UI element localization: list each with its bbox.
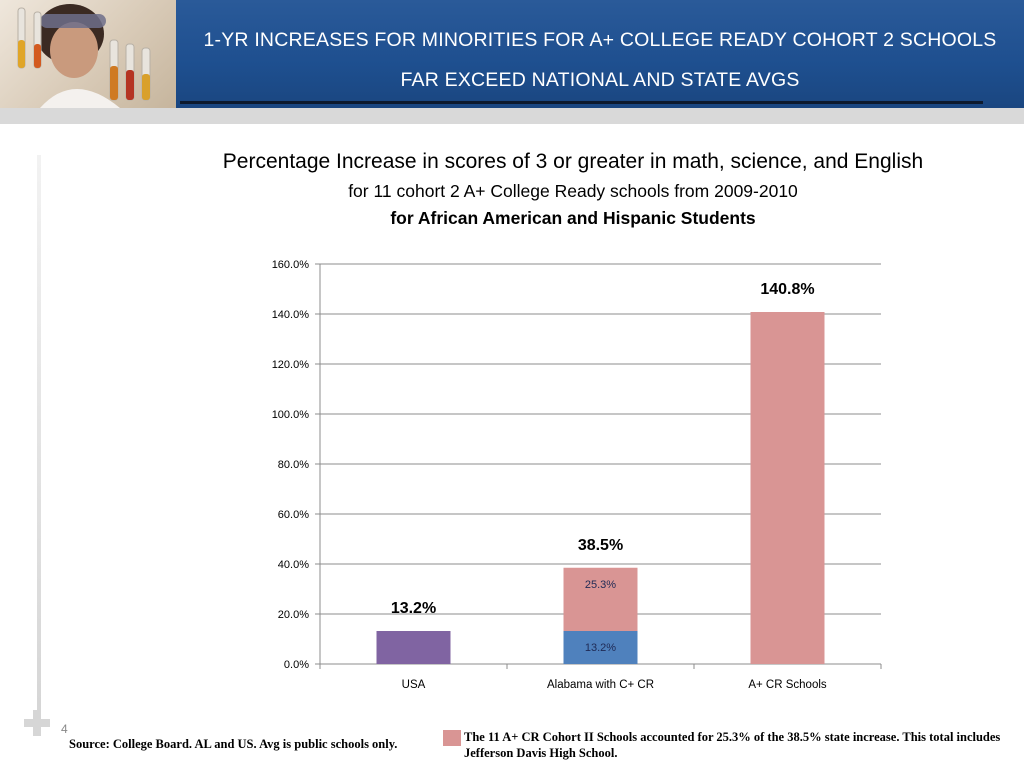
total-data-label: 38.5% xyxy=(578,537,623,554)
chart-title: Percentage Increase in scores of 3 or gr… xyxy=(222,150,924,173)
y-tick-label: 100.0% xyxy=(272,409,310,421)
slide-title-line-1: 1-YR INCREASES FOR MINORITIES FOR A+ COL… xyxy=(203,29,997,51)
segment-data-label: 13.2% xyxy=(585,642,616,654)
y-tick-label: 120.0% xyxy=(272,359,310,371)
total-data-label: 13.2% xyxy=(391,600,436,617)
slide-number: 4 xyxy=(61,722,68,736)
segment-data-label: 25.3% xyxy=(585,579,616,591)
bar xyxy=(563,567,638,631)
bar xyxy=(563,631,638,664)
y-tick-label: 160.0% xyxy=(272,259,310,271)
student-photo xyxy=(0,0,176,108)
slide-title-line-2: FAR EXCEED NATIONAL AND STATE AVGS xyxy=(400,69,800,91)
y-tick-label: 140.0% xyxy=(272,309,310,321)
banner-bottom-strip xyxy=(0,108,1024,124)
y-tick-label: 60.0% xyxy=(278,509,309,521)
x-tick-label: USA xyxy=(402,679,426,691)
slide-title: 1-YR INCREASES FOR MINORITIES FOR A+ COL… xyxy=(180,20,1020,100)
x-tick-label: Alabama with C+ CR xyxy=(547,679,654,691)
chart-subtitle: for 11 cohort 2 A+ College Ready schools… xyxy=(348,181,798,201)
total-data-label: 140.8% xyxy=(760,281,814,298)
source-note: Source: College Board. AL and US. Avg is… xyxy=(69,737,398,751)
x-tick-label: A+ CR Schools xyxy=(748,679,827,691)
y-tick-label: 80.0% xyxy=(278,459,309,471)
bar xyxy=(376,631,451,664)
y-tick-label: 0.0% xyxy=(284,659,309,671)
title-underline xyxy=(180,101,983,104)
footnote: The 11 A+ CR Cohort II Schools accounted… xyxy=(464,730,1001,760)
y-tick-label: 20.0% xyxy=(278,609,309,621)
chart-subtitle-bold: for African American and Hispanic Studen… xyxy=(390,208,756,228)
bar xyxy=(750,312,825,664)
y-tick-label: 40.0% xyxy=(278,559,309,571)
header-banner: 1-YR INCREASES FOR MINORITIES FOR A+ COL… xyxy=(0,0,1024,108)
left-decorative-rule xyxy=(37,155,41,710)
note-color-swatch xyxy=(443,730,461,746)
plus-icon xyxy=(24,710,50,736)
